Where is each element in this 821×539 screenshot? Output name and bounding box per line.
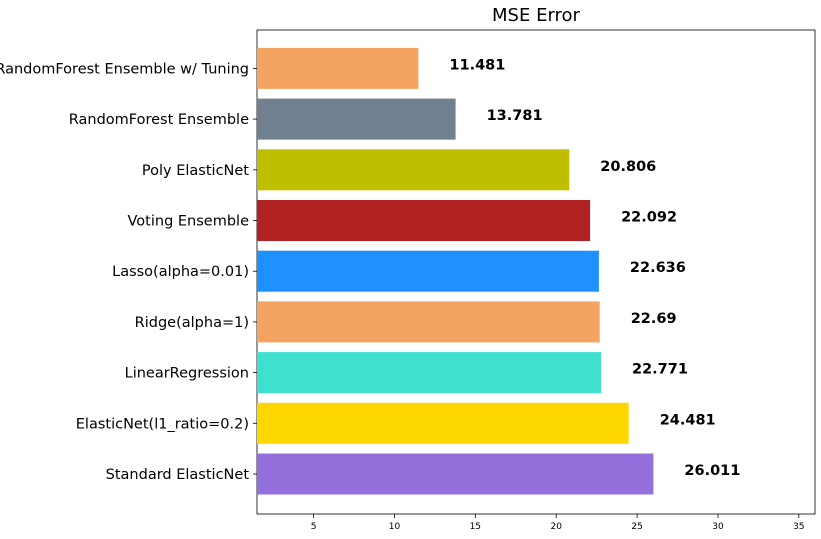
bars-group: Standard ElasticNet 26.011 ElasticNet(l1_r…: [0, 47, 740, 495]
bar-4: [257, 250, 599, 292]
x-tick-label-0: 5: [311, 522, 317, 532]
x-tick-label-1: 10: [389, 522, 401, 532]
category-label-0: Standard ElasticNet: [106, 467, 250, 483]
category-label-4: Lasso(alpha=0.01): [112, 264, 249, 280]
x-axis-ticks: 5 10 15 20 25 30 35: [311, 514, 805, 532]
category-label-1: ElasticNet(l1_ratio=0.2): [76, 416, 249, 432]
chart-title: MSE Error: [492, 5, 581, 26]
bar-1: [257, 402, 629, 444]
bar-3: [257, 301, 600, 343]
x-tick-label-3: 20: [550, 522, 562, 532]
category-label-8: RandomForest Ensemble w/ Tuning: [0, 61, 249, 77]
value-label-5: 22.092: [621, 210, 677, 226]
x-tick-label-5: 30: [712, 522, 724, 532]
category-label-7: RandomForest Ensemble: [69, 112, 249, 128]
category-label-6: Poly ElasticNet: [142, 163, 249, 179]
category-label-2: LinearRegression: [125, 366, 249, 382]
x-tick-label-4: 25: [631, 522, 642, 532]
value-label-7: 13.781: [487, 108, 543, 124]
value-label-0: 26.011: [684, 463, 740, 479]
bar-6: [257, 149, 570, 191]
x-tick-label-6: 35: [793, 522, 804, 532]
value-label-8: 11.481: [449, 57, 505, 73]
bar-2: [257, 352, 601, 394]
category-label-3: Ridge(alpha=1): [135, 315, 249, 331]
value-label-6: 20.806: [600, 159, 656, 175]
value-label-4: 22.636: [630, 260, 686, 276]
value-label-3: 22.69: [631, 311, 677, 327]
value-label-1: 24.481: [660, 412, 716, 428]
category-label-5: Voting Ensemble: [128, 214, 250, 230]
bar-7: [257, 98, 456, 140]
x-tick-label-2: 15: [470, 522, 481, 532]
bar-5: [257, 200, 591, 241]
bar-8: [257, 47, 419, 89]
value-label-2: 22.771: [632, 362, 688, 378]
bar-0: [257, 453, 654, 495]
